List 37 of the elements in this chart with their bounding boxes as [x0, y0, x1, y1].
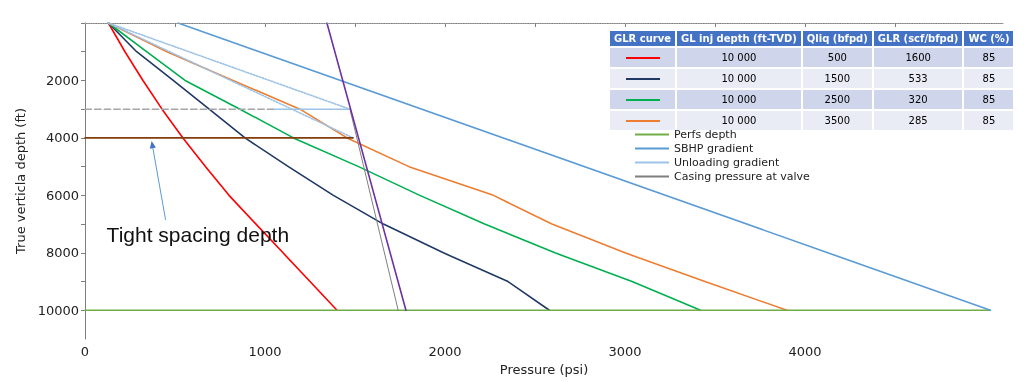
annotation: 1500: [802, 69, 872, 88]
annotation: 10 000: [677, 90, 801, 109]
annotation: 85: [964, 48, 1014, 67]
y-tick-label: 10000: [37, 302, 79, 318]
x-tick-label: 1000: [248, 344, 282, 359]
legend-label: Perfs depth: [674, 128, 737, 141]
annotation: 85: [964, 69, 1014, 88]
x-tick-label: 4000: [788, 344, 822, 359]
annotation: GLR curve: [610, 31, 676, 46]
legend-label: SBHP gradient: [674, 142, 754, 155]
y-tick-label: 8000: [45, 245, 79, 261]
y-tick-label: 2000: [45, 72, 79, 88]
legend-label: Unloading gradient: [674, 156, 781, 169]
annotation: 533: [873, 69, 963, 88]
y-tick-label: 4000: [45, 130, 79, 146]
annotation: 1600: [873, 48, 963, 67]
annotation: WC (%): [964, 31, 1014, 46]
x-axis-title: Pressure (psi): [499, 361, 589, 377]
y-axis-title: True verticla depth (ft): [12, 108, 28, 255]
legend-label: Casing pressure at valve: [674, 170, 811, 183]
x-tick-label: 0: [80, 344, 90, 359]
annotation: 285: [873, 111, 963, 130]
annotation: 85: [964, 90, 1014, 109]
x-tick-label: 2000: [428, 344, 462, 359]
annotation: 320: [873, 90, 963, 109]
annotation: GLR (scf/bfpd): [873, 31, 963, 46]
annotation: GL inj depth (ft-TVD): [677, 31, 801, 46]
annotation: 10 000: [677, 48, 801, 67]
annotation: 85: [964, 111, 1014, 130]
y-tick-label: 6000: [45, 187, 79, 203]
annotation: 10 000: [677, 69, 801, 88]
annotation: 10 000: [721, 115, 757, 126]
annotation: 2500: [802, 90, 872, 109]
annotation: Qliq (bfpd): [802, 31, 872, 46]
annotation: 3500: [802, 111, 872, 130]
x-tick-label: 3000: [608, 344, 642, 359]
annotation: 500: [802, 48, 872, 67]
